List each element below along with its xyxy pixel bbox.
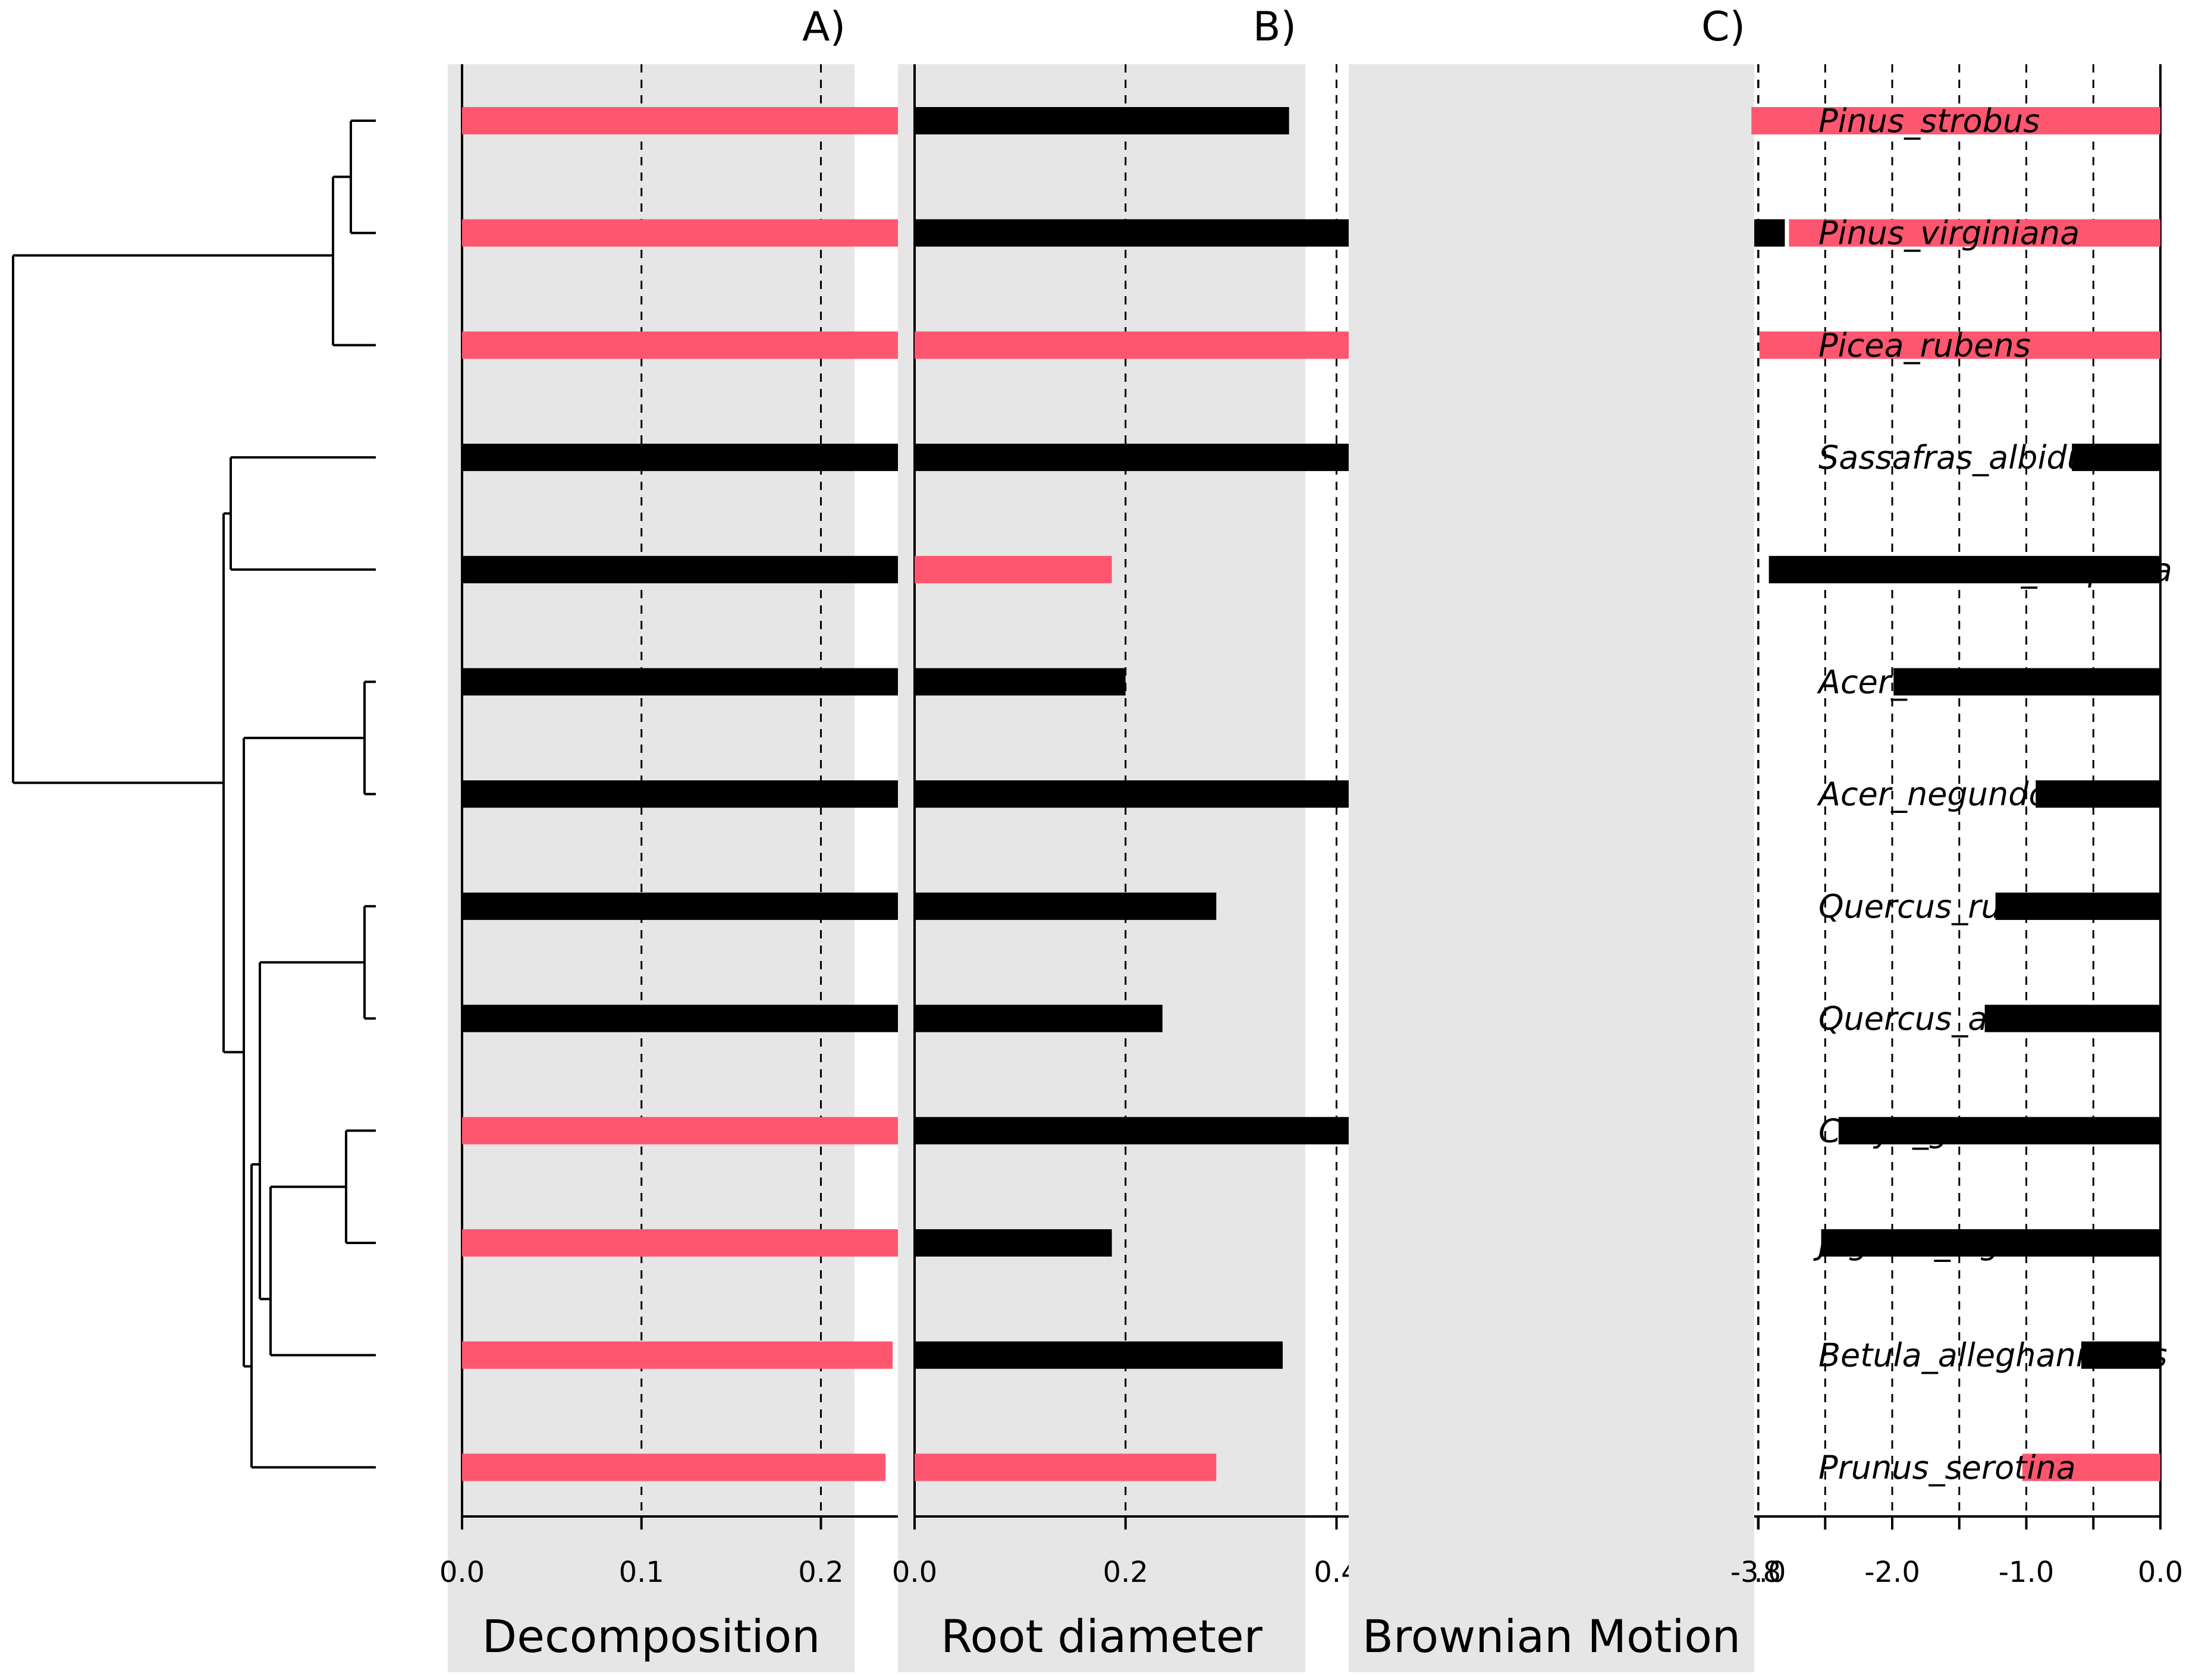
species-label: Acer_negundo [1817,775,2049,813]
panel-background [448,64,855,1672]
bar-prunus-serotina [2022,1453,2160,1481]
species-label: Acer_saccharum [1817,664,2084,701]
bar-juglans-nigra [462,1229,916,1257]
panel-label: B) [1253,4,1296,51]
bar-pinus-strobus [1751,107,2160,134]
bar-acer-saccharum [1893,668,2160,696]
bar-carya-glabra [1838,1117,2160,1145]
bar-betula-alleghaniensis [2081,1341,2160,1369]
x-tick-label: 0.1 [619,1556,664,1589]
x-axis-title: Decomposition [482,1610,821,1663]
bar-carya-glabra [915,1117,1387,1145]
bar-quercus-alba [915,1004,1163,1032]
bar-prunus-serotina [915,1453,1217,1481]
bar-sassafras-albidum [2072,444,2160,472]
bar-betula-alleghaniensis [462,1341,893,1369]
species-labels: Pinus_strobus Pinus_virginiana Picea_ruben… [1813,102,2172,1486]
x-tick-label: 0.2 [1103,1556,1148,1589]
x-axis-title: Root diameter [941,1610,1263,1663]
bar-picea-rubens [1759,331,2160,359]
species-label: Liriodendron_tulipfera [1818,551,2172,589]
species-label: Pinus_virginiana [1818,215,2080,252]
bar-juglans-nigra [1821,1229,2160,1257]
species-label: Quercus_rubra [1818,888,2055,925]
species-label: Juglans_nigra [1813,1224,2033,1262]
panel-a: 0.00.10.20.30.4DecompositionA) [439,4,1273,1672]
x-tick-label: 0.2 [798,1556,843,1589]
species-label: Prunus_serotina [1818,1449,2076,1486]
x-tick-label: 0.0 [439,1556,485,1589]
species-label: Betula_alleghaniensis [1818,1337,2168,1374]
x-tick-label: -3.0 [1730,1556,1786,1589]
bar-quercus-rubra [1995,892,2160,920]
x-tick-label: -1.0 [1999,1556,2055,1589]
panel-background [898,64,1305,1672]
x-tick-label: 0.0 [892,1556,937,1589]
bar-pinus-strobus [915,107,1289,134]
panel-label: A) [802,4,846,51]
species-label: Carya_glabra [1818,1112,2031,1150]
panel-background [1349,64,1754,1672]
bar-juglans-nigra [915,1229,1112,1257]
bar-quercus-alba [1984,1004,2160,1032]
bar-sassafras-albidum [915,444,1395,472]
bar-liriodendron-tulipfera [1769,555,2160,583]
bar-pinus-virginiana [1789,219,2160,247]
species-label: Sassafras_albidum [1818,439,2119,476]
species-label: Pinus_strobus [1818,102,2040,140]
bar-quercus-rubra [915,892,1217,920]
bar-liriodendron-tulipfera [915,555,1112,583]
species-label: Quercus_alba [1818,1000,2037,1038]
bar-prunus-serotina [462,1453,886,1481]
trait-panels: 0.00.10.20.30.4DecompositionA)0.00.20.40… [439,4,2183,1672]
x-tick-label: -2.0 [1864,1556,1920,1589]
panel-c: -3.0 -2.0 -1.0 0.0 Brownian Motion C) [1349,4,2183,1672]
x-axis-title: Brownian Motion [1362,1610,1741,1663]
bar-acer-saccharum [915,668,1126,696]
bar-betula-alleghaniensis [915,1341,1283,1369]
x-tick-label: 0.0 [2138,1556,2183,1589]
bar-acer-negundo [2036,780,2160,808]
panel-label: C) [1701,4,1745,51]
phylogenetic-tree [12,120,376,1469]
species-label: Picea_rubens [1818,326,2031,364]
